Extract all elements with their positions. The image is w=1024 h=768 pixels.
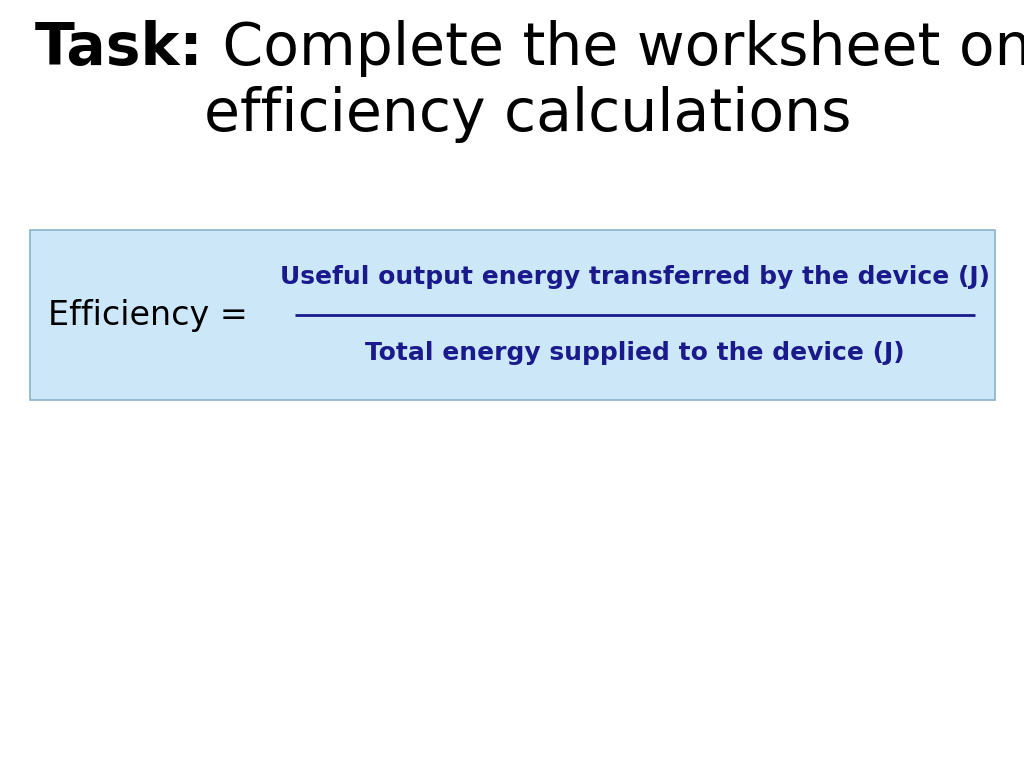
Text: Total energy supplied to the device (J): Total energy supplied to the device (J) (366, 341, 905, 365)
FancyBboxPatch shape (30, 230, 995, 400)
Text: Useful output energy transferred by the device (J): Useful output energy transferred by the … (280, 265, 990, 289)
Text: Task:: Task: (35, 20, 204, 77)
Text: Complete the worksheet on energy
efficiency calculations: Complete the worksheet on energy efficie… (204, 20, 1024, 143)
Text: Efficiency =: Efficiency = (48, 299, 248, 332)
